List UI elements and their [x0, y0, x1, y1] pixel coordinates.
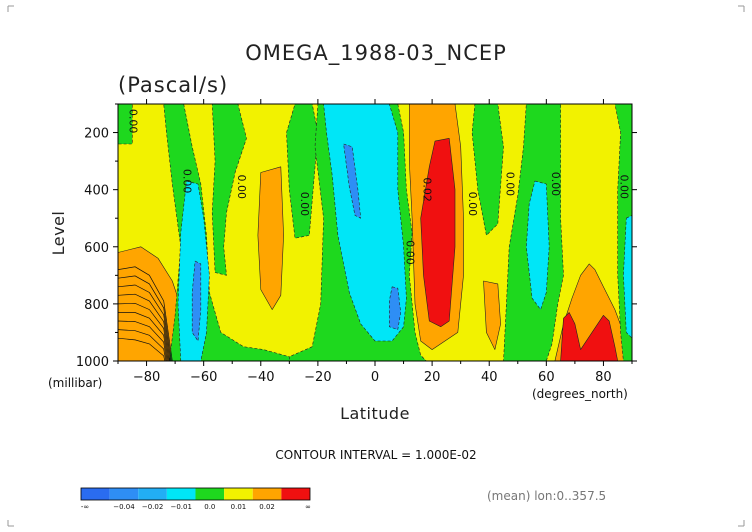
x-axis: −80 −60 −40 −20 0 20 40 60 80	[117, 99, 633, 385]
colorbar-label: −0.01	[170, 503, 191, 511]
contour-region-equator-blue-upper	[343, 143, 362, 219]
y-tick-label: 400	[84, 184, 109, 199]
contour-label: 0.00	[549, 172, 562, 197]
contour-line-polar-south	[118, 266, 173, 361]
x-tick-label: 40	[481, 370, 498, 385]
contour-region-south-60-green	[118, 104, 133, 145]
contour-line-polar-south	[118, 320, 168, 361]
contour-line-polar-south	[118, 284, 171, 361]
contour-line-polar-south	[118, 312, 169, 361]
contour-region-north-20-red	[420, 138, 456, 328]
colorbar-swatch	[166, 488, 196, 500]
x-tick-label: −60	[190, 370, 217, 385]
contour-region-north-75-red	[560, 312, 619, 361]
contour-interval-note: CONTOUR INTERVAL = 1.000E-02	[275, 448, 476, 462]
colorbar-label: 0.0	[204, 503, 215, 511]
contour-label: 0.02	[421, 177, 434, 202]
x-axis-label: Latitude	[340, 404, 410, 423]
crop-marks	[7, 5, 745, 527]
contour-region-north-45-green	[471, 104, 504, 236]
y-tick-label: 1000	[76, 355, 109, 370]
colorbar-swatch	[281, 488, 310, 500]
y-tick-label: 200	[84, 127, 109, 142]
y-axis-unit: (millibar)	[48, 376, 102, 390]
contour-region-equator-blue-lower	[388, 286, 402, 330]
contour-label: 0.00	[181, 169, 194, 194]
contour-region-north-polar-cyan	[623, 215, 632, 339]
contour-line-polar-south	[118, 337, 166, 361]
contour-region-south-65-blue	[191, 260, 202, 342]
colorbar-label: 0.02	[259, 503, 275, 511]
colorbar-swatch	[195, 488, 225, 500]
colorbar-swatch	[252, 488, 282, 500]
contour-region-south-65-cyan	[177, 180, 210, 361]
contour-label: 0.00	[403, 240, 416, 265]
colorbar-swatch	[81, 488, 110, 500]
contour-regions	[118, 104, 632, 361]
y-tick-label: 800	[84, 298, 109, 313]
x-axis-unit: (degrees_north)	[532, 387, 628, 401]
contour-label: 0.00	[126, 109, 139, 134]
x-tick-label: 0	[371, 370, 379, 385]
mean-note: (mean) lon:0..357.5	[487, 489, 606, 503]
x-tick-label: −80	[133, 370, 160, 385]
colorbar-swatch	[109, 488, 139, 500]
contour-region-south-40-orange	[257, 166, 284, 310]
colorbar-label: −0.02	[142, 503, 163, 511]
x-tick-label: −20	[304, 370, 331, 385]
contour-region-north-35-orange	[483, 280, 501, 350]
colorbar-label: -∞	[81, 503, 89, 511]
chart-subtitle: (Pascal/s)	[118, 73, 228, 97]
contour-line-polar-south	[118, 275, 172, 361]
colorbar-label: ∞	[305, 503, 311, 511]
colorbar: -∞ −0.04 −0.02 −0.01 0.0 0.01 0.02 ∞	[80, 487, 311, 511]
contour-label: 0.00	[235, 175, 248, 200]
contour-labels: 0.00 0.00 0.00 0.00 0.00 0.02 0.00 0.00 0.00 0.00	[126, 109, 630, 265]
x-tick-label: 80	[595, 370, 612, 385]
colorbar-swatch	[224, 488, 253, 500]
colorbar-frame	[80, 487, 311, 501]
contour-region-south-25-green	[286, 104, 319, 239]
x-tick-label: 20	[424, 370, 441, 385]
chart-title: OMEGA_1988-03_NCEP	[245, 41, 507, 66]
contour-label: 0.00	[503, 172, 516, 197]
contour-line-polar-south	[118, 302, 169, 361]
colorbar-label: −0.04	[113, 503, 135, 511]
colorbar-swatch	[138, 488, 167, 500]
contour-region-north-55-cyan	[525, 180, 550, 310]
y-tick-label: 600	[84, 241, 109, 256]
contour-label: 0.00	[466, 192, 479, 217]
y-axis-label: Level	[49, 211, 68, 256]
contour-region-equator-cyan	[323, 104, 407, 342]
x-tick-label: −40	[247, 370, 274, 385]
contour-line-polar-south	[118, 293, 170, 361]
contour-label: 0.00	[298, 192, 311, 217]
contour-region-south-50-green	[211, 104, 247, 276]
contour-line-polar-south	[118, 329, 167, 361]
y-axis: 200 400 600 800 1000	[76, 103, 637, 370]
contour-label: 0.00	[618, 175, 631, 200]
x-tick-label: 60	[538, 370, 555, 385]
colorbar-label: 0.01	[231, 503, 247, 511]
